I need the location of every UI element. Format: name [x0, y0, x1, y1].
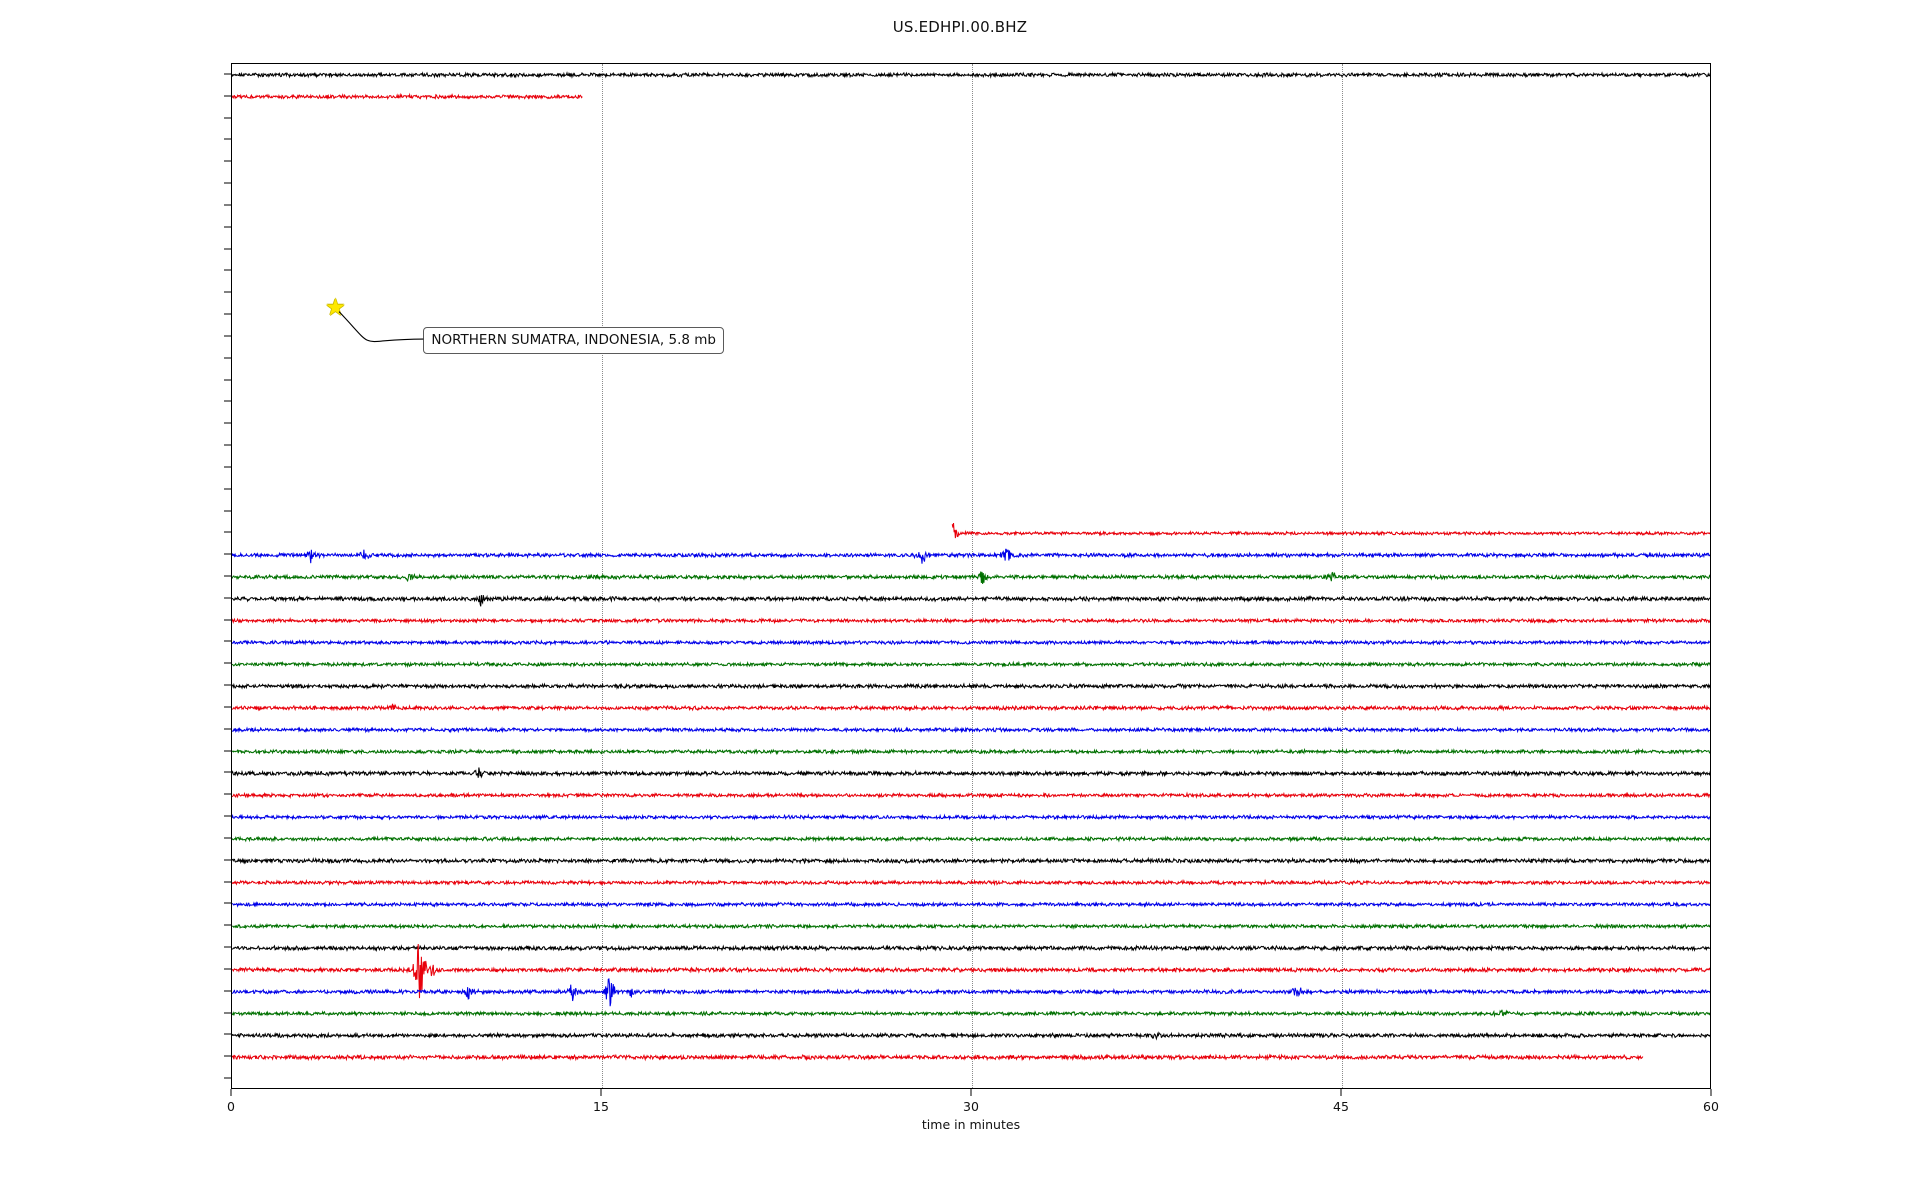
y-tick-mark: [224, 444, 231, 446]
page-title: US.EDHPI.00.BHZ: [892, 18, 1028, 36]
y-tick-mark: [224, 269, 231, 271]
seismic-trace: [232, 767, 1710, 779]
x-tick-label: 30: [963, 1099, 979, 1114]
seismic-trace: [232, 922, 1710, 930]
y-tick-mark: [224, 924, 231, 926]
y-tick-mark: [224, 510, 231, 511]
y-tick-mark: [224, 750, 231, 752]
seismic-trace: [232, 791, 1710, 800]
y-tick-mark: [224, 204, 231, 206]
seismic-trace: [232, 835, 1710, 843]
y-tick-mark: [224, 728, 231, 730]
x-tick-label: 60: [1703, 1099, 1719, 1114]
y-tick-mark: [224, 771, 231, 773]
y-tick-mark: [224, 379, 231, 381]
y-tick-mark: [224, 95, 231, 97]
seismic-trace: [232, 747, 1710, 756]
x-tick-label: 0: [227, 1099, 235, 1114]
seismic-trace: [232, 703, 1710, 712]
y-tick-mark: [224, 466, 231, 468]
seismic-trace: [232, 944, 1710, 953]
y-tick-mark: [224, 793, 231, 795]
y-tick-mark: [224, 182, 231, 184]
y-tick-mark: [224, 531, 231, 533]
x-axis-title: time in minutes: [921, 1117, 1021, 1132]
y-tick-mark: [224, 226, 231, 228]
y-tick-mark: [224, 1077, 231, 1079]
plot-area: [231, 63, 1711, 1089]
y-tick-mark: [224, 706, 231, 708]
y-tick-mark: [224, 575, 231, 577]
y-tick-mark: [224, 1055, 231, 1057]
x-tick-mark: [1340, 1089, 1342, 1096]
x-tick-mark: [230, 1089, 232, 1096]
y-tick-mark: [224, 684, 231, 686]
seismic-trace: [232, 638, 1710, 647]
seismic-trace: [232, 813, 1710, 822]
y-axis: 00:00:1001:00:1002:00:1003:00:1004:00:10…: [0, 63, 231, 1089]
y-tick-mark: [224, 138, 231, 140]
y-tick-mark: [224, 640, 231, 642]
y-tick-mark: [224, 1033, 231, 1035]
x-tick-mark: [1710, 1089, 1712, 1096]
y-tick-mark: [224, 815, 231, 817]
seismic-trace: [232, 1053, 1644, 1062]
y-tick-mark: [224, 946, 231, 948]
y-tick-mark: [224, 488, 231, 490]
y-tick-mark: [224, 968, 231, 970]
seismic-trace: [232, 1031, 1710, 1041]
y-tick-mark: [224, 248, 231, 250]
x-tick-mark: [970, 1089, 972, 1096]
seismic-trace: [232, 725, 1710, 734]
seismic-trace: [951, 522, 1710, 539]
seismic-trace: [232, 1009, 1710, 1018]
x-tick-mark: [600, 1089, 602, 1096]
seismic-trace: [232, 548, 1710, 564]
y-tick-mark: [224, 357, 231, 359]
seismic-trace: [232, 978, 1710, 1007]
seismic-trace: [232, 71, 1710, 79]
seismic-trace: [232, 900, 1710, 909]
y-tick-mark: [224, 73, 231, 75]
y-tick-mark: [224, 990, 231, 992]
seismic-trace: [232, 660, 1710, 669]
y-tick-mark: [224, 117, 231, 119]
seismic-trace: [232, 856, 1710, 865]
y-tick-mark: [224, 1012, 231, 1014]
y-tick-mark: [224, 160, 231, 162]
y-tick-mark: [224, 553, 231, 555]
trace-svg: [232, 71, 1710, 1062]
y-tick-mark: [224, 859, 231, 861]
seismic-trace: [232, 594, 1710, 607]
seismic-trace: [232, 616, 1710, 625]
seismic-trace: [232, 92, 583, 101]
seismic-trace: [232, 944, 1710, 999]
x-tick-label: 45: [1333, 1099, 1349, 1114]
y-tick-mark: [224, 662, 231, 664]
y-tick-mark: [224, 313, 231, 315]
y-tick-mark: [224, 837, 231, 839]
y-tick-mark: [224, 619, 231, 621]
seismic-trace: [232, 878, 1710, 887]
y-tick-mark: [224, 400, 231, 402]
x-tick-label: 15: [593, 1099, 609, 1114]
x-axis: 0 15 30 45 60: [227, 1089, 1719, 1149]
y-tick-mark: [224, 597, 231, 599]
y-tick-mark: [224, 291, 231, 293]
seismic-trace: [232, 682, 1710, 691]
seismic-trace: [232, 571, 1710, 584]
seismic-trace-layer: [232, 64, 1710, 1088]
y-tick-mark: [224, 422, 231, 424]
y-tick-mark: [224, 902, 231, 904]
y-tick-mark: [224, 881, 231, 883]
y-tick-mark: [224, 335, 231, 337]
